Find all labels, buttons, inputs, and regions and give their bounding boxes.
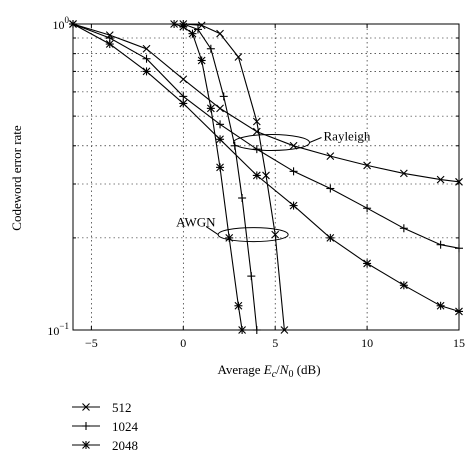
series-1024-point	[363, 204, 372, 213]
series-512-point	[216, 104, 224, 113]
series-1024-point	[399, 224, 408, 233]
annotations: Rayleigh AWGN	[176, 128, 371, 243]
awgn-pointer	[205, 226, 219, 236]
legend-label-512: 512	[112, 400, 132, 415]
x-axis-label-n: N	[279, 362, 290, 377]
series-1024-awgn-line	[183, 23, 258, 331]
x-axis-label-suffix: (dB)	[293, 362, 320, 377]
series-512-point	[262, 171, 270, 180]
series-1024-point	[326, 184, 335, 193]
x-axis-label-prefix: Average	[217, 362, 263, 377]
series-512-point	[363, 161, 371, 170]
series-512-point	[197, 21, 206, 30]
x-axis-label-e-sub: c	[272, 369, 277, 380]
axis-ticks: −5 0 5 10 15 100 10−1	[47, 15, 465, 350]
series-2048-point	[216, 135, 225, 144]
series-2048-point	[436, 301, 445, 310]
x-tick-label: 5	[272, 336, 278, 350]
series-2048-point	[399, 281, 408, 290]
legend-label-1024: 1024	[112, 419, 139, 434]
legend-marker-512	[82, 403, 90, 411]
legend-label-2048: 2048	[112, 438, 138, 453]
legend: 512 1024 2048	[72, 400, 139, 453]
series-512-point	[289, 141, 298, 150]
series-512-point	[216, 29, 224, 38]
series-512-point	[436, 175, 445, 184]
series-2048-point	[142, 67, 151, 76]
x-axis-label-slash: /	[276, 362, 280, 377]
series-512-point	[234, 53, 243, 61]
series-512-point	[326, 152, 335, 161]
series-2048-point	[188, 29, 197, 38]
y-tick-label: 100	[53, 15, 70, 32]
x-axis-label-n-sub: 0	[288, 369, 293, 380]
series-512-point	[142, 44, 151, 53]
series-1024-point	[142, 54, 151, 63]
series-1024-point	[238, 194, 247, 203]
series-1024-point	[179, 92, 188, 101]
series-1024-rayleigh-line	[72, 23, 460, 249]
series-2048-point	[252, 171, 261, 180]
rayleigh-label: Rayleigh	[324, 128, 371, 143]
series-2048-point	[363, 259, 372, 268]
series-2048-point	[105, 40, 114, 49]
series-1024-point	[247, 272, 256, 281]
series-2048-point	[179, 99, 188, 108]
awgn-label: AWGN	[176, 215, 216, 230]
series-512-point	[399, 169, 408, 178]
legend-marker-2048	[82, 441, 90, 449]
series-2048-point	[216, 163, 225, 172]
series-2048-point	[234, 301, 243, 310]
series-512-point	[252, 127, 261, 136]
series-2048-point	[326, 233, 335, 242]
series-1024-point	[219, 92, 228, 101]
y-axis-label: Codeword error rate	[9, 125, 24, 231]
x-axis-label-e: E	[263, 362, 272, 377]
series-1024-point	[436, 240, 445, 249]
x-tick-label: 10	[361, 336, 373, 350]
series-512-awgn-line	[183, 23, 285, 331]
x-axis-label: Average Ec/N0 (dB)	[217, 362, 320, 380]
legend-marker-1024	[82, 422, 90, 430]
series-1024-point	[193, 25, 202, 34]
series-1024-point	[289, 167, 298, 176]
series-2048-point	[197, 56, 206, 65]
series-2048-point	[206, 104, 215, 113]
series-512-point	[179, 75, 188, 84]
x-tick-label: 15	[453, 336, 465, 350]
rayleigh-pointer	[309, 137, 322, 143]
x-tick-label: −5	[85, 336, 98, 350]
series-1024-point	[216, 120, 225, 129]
x-tick-label: 0	[180, 336, 186, 350]
series-1024-point	[206, 44, 215, 53]
series-512-rayleigh-line	[72, 23, 460, 183]
series-2048-point	[289, 201, 298, 210]
series-512-point	[271, 230, 280, 239]
series-2048-rayleigh-line	[72, 23, 460, 312]
y-tick-label: 10−1	[47, 321, 69, 338]
series-512-point	[252, 117, 261, 126]
plot-frame	[72, 23, 460, 331]
